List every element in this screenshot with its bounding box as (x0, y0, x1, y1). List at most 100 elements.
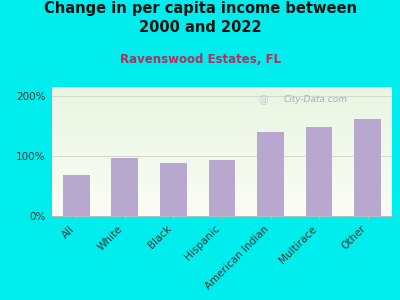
Bar (52, 171, 392, 172)
Bar (52, 143, 392, 144)
Bar (52, 96, 392, 97)
Text: City-Data.com: City-Data.com (283, 95, 347, 104)
Bar (52, 187, 392, 188)
Bar (52, 203, 392, 204)
Bar (52, 116, 392, 117)
Bar (52, 172, 392, 173)
Bar (52, 169, 392, 170)
Bar (52, 211, 392, 212)
Bar (52, 177, 392, 178)
Bar (52, 144, 392, 145)
Bar (52, 200, 392, 201)
Bar (52, 105, 392, 106)
Bar (52, 133, 392, 134)
Bar (52, 130, 392, 131)
Bar (52, 190, 392, 191)
Bar (52, 162, 392, 163)
Bar (52, 182, 392, 183)
Bar (52, 112, 392, 113)
Bar (52, 194, 392, 196)
Bar (52, 168, 392, 169)
Bar (52, 132, 392, 133)
Bar (52, 128, 392, 129)
Bar (52, 139, 392, 140)
Bar (52, 127, 392, 128)
Bar (52, 103, 392, 104)
Bar (52, 215, 392, 216)
Bar (52, 88, 392, 89)
Bar (209, 160, 235, 216)
Bar (52, 153, 392, 154)
Bar (52, 206, 392, 207)
Bar (52, 119, 392, 120)
Bar (52, 174, 392, 175)
Bar (52, 142, 392, 143)
Bar (52, 149, 392, 150)
Bar (52, 147, 392, 148)
Bar (52, 209, 392, 211)
Bar (52, 181, 392, 182)
Bar (52, 186, 392, 187)
Bar (52, 214, 392, 215)
Bar (52, 208, 392, 209)
Bar (52, 136, 392, 137)
Bar (52, 164, 392, 166)
Bar (52, 158, 392, 159)
Bar (52, 109, 392, 110)
Bar (52, 89, 392, 90)
Bar (52, 185, 392, 186)
Bar (354, 119, 381, 216)
Bar (52, 159, 392, 160)
Bar (52, 98, 392, 99)
Bar (52, 100, 392, 101)
Bar (52, 213, 392, 214)
Bar (52, 148, 392, 149)
Bar (112, 158, 138, 216)
Bar (52, 156, 392, 157)
Bar (52, 205, 392, 206)
Bar (52, 189, 392, 190)
Bar (52, 140, 392, 141)
Bar (52, 141, 392, 142)
Bar (52, 179, 392, 181)
Bar (52, 160, 392, 161)
Bar (52, 111, 392, 112)
Bar (52, 90, 392, 91)
Bar (52, 99, 392, 100)
Bar (52, 87, 392, 88)
Bar (52, 150, 392, 152)
Bar (52, 92, 392, 93)
Bar (52, 101, 392, 102)
Text: Ravenswood Estates, FL: Ravenswood Estates, FL (120, 53, 280, 66)
Bar (52, 131, 392, 132)
Bar (52, 91, 392, 92)
Bar (52, 202, 392, 203)
Bar (52, 198, 392, 199)
Bar (52, 163, 392, 164)
Bar (52, 115, 392, 116)
Bar (52, 196, 392, 197)
Bar (257, 132, 284, 216)
Bar (52, 157, 392, 158)
Bar (52, 93, 392, 94)
Bar (52, 197, 392, 198)
Bar (52, 183, 392, 184)
Bar (52, 113, 392, 114)
Bar (52, 114, 392, 115)
Bar (52, 152, 392, 153)
Bar (52, 134, 392, 135)
Bar (52, 166, 392, 167)
Bar (52, 204, 392, 205)
Bar (52, 176, 392, 177)
Bar (52, 167, 392, 168)
Bar (52, 170, 392, 171)
Bar (52, 173, 392, 174)
Bar (160, 163, 187, 216)
Bar (52, 192, 392, 194)
Bar (52, 110, 392, 111)
Bar (52, 94, 392, 96)
Bar (52, 124, 392, 126)
Text: Change in per capita income between
2000 and 2022: Change in per capita income between 2000… (44, 2, 356, 35)
Bar (52, 129, 392, 130)
Bar (52, 161, 392, 162)
